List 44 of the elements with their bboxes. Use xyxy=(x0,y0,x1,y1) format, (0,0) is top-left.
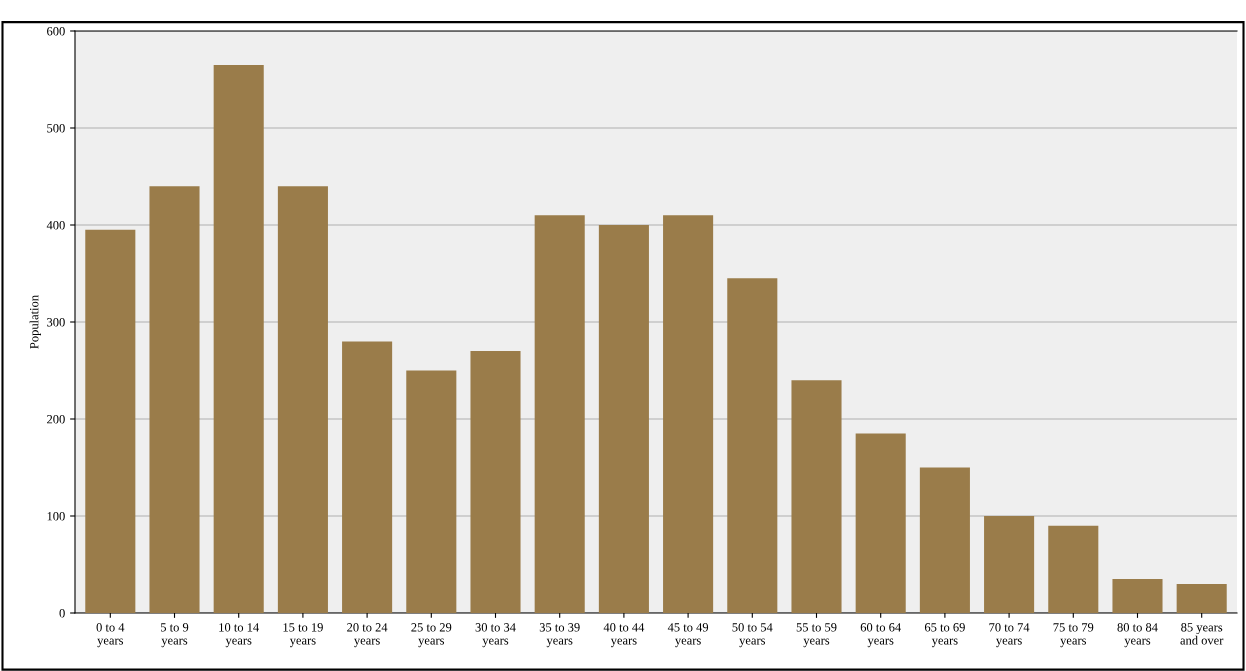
bar xyxy=(727,278,778,613)
y-tick-label: 500 xyxy=(47,124,65,133)
bar xyxy=(85,229,136,613)
bar xyxy=(1112,579,1163,613)
x-tick-label: 40 to 44 years xyxy=(603,623,645,648)
bar xyxy=(213,64,264,613)
x-tick-label: 30 to 34 years xyxy=(475,623,516,648)
bar xyxy=(919,467,970,613)
y-tick-label: 600 xyxy=(47,27,65,36)
x-tick-label: 75 to 79 years xyxy=(1053,623,1094,648)
x-tick-label: 10 to 14 years xyxy=(219,623,259,648)
x-tick-label: 50 to 54 years xyxy=(732,623,773,648)
y-axis-title: Population xyxy=(29,295,41,349)
bar xyxy=(277,186,328,613)
x-tick-label: 15 to 19 years xyxy=(283,623,323,648)
bar xyxy=(406,370,457,613)
x-tick-label: 65 to 69 years xyxy=(924,623,965,648)
y-tick-label: 400 xyxy=(46,221,65,230)
bar xyxy=(663,215,714,613)
bar xyxy=(342,341,393,613)
x-tick-label: 45 to 49 years xyxy=(667,623,709,648)
bar xyxy=(149,186,200,613)
x-tick-label: 80 to 84 years xyxy=(1117,623,1158,648)
x-tick-label: 25 to 29 years xyxy=(411,623,452,648)
y-tick-label: 200 xyxy=(47,415,65,424)
bar xyxy=(791,380,842,613)
bar xyxy=(598,225,649,613)
bar xyxy=(855,433,906,613)
bar xyxy=(1176,583,1227,613)
x-tick-label: 20 to 24 years xyxy=(347,623,388,648)
y-tick-label: 300 xyxy=(47,318,65,327)
x-tick-label: 85 years and over xyxy=(1180,623,1224,645)
y-tick-label: 0 xyxy=(59,609,65,618)
bar xyxy=(534,215,585,613)
bar xyxy=(1048,525,1099,613)
y-tick-label: 100 xyxy=(47,512,65,521)
x-tick-label: 35 to 39 years xyxy=(539,623,580,648)
x-tick-label: 70 to 74 years xyxy=(989,623,1030,648)
bar xyxy=(470,351,521,613)
x-tick-label: 0 to 4 years xyxy=(96,623,125,648)
bar xyxy=(984,516,1035,613)
x-tick-label: 5 to 9 years xyxy=(161,623,189,648)
x-tick-label: 55 to 59 years xyxy=(796,623,837,648)
x-tick-label: 60 to 64 years xyxy=(860,623,901,648)
